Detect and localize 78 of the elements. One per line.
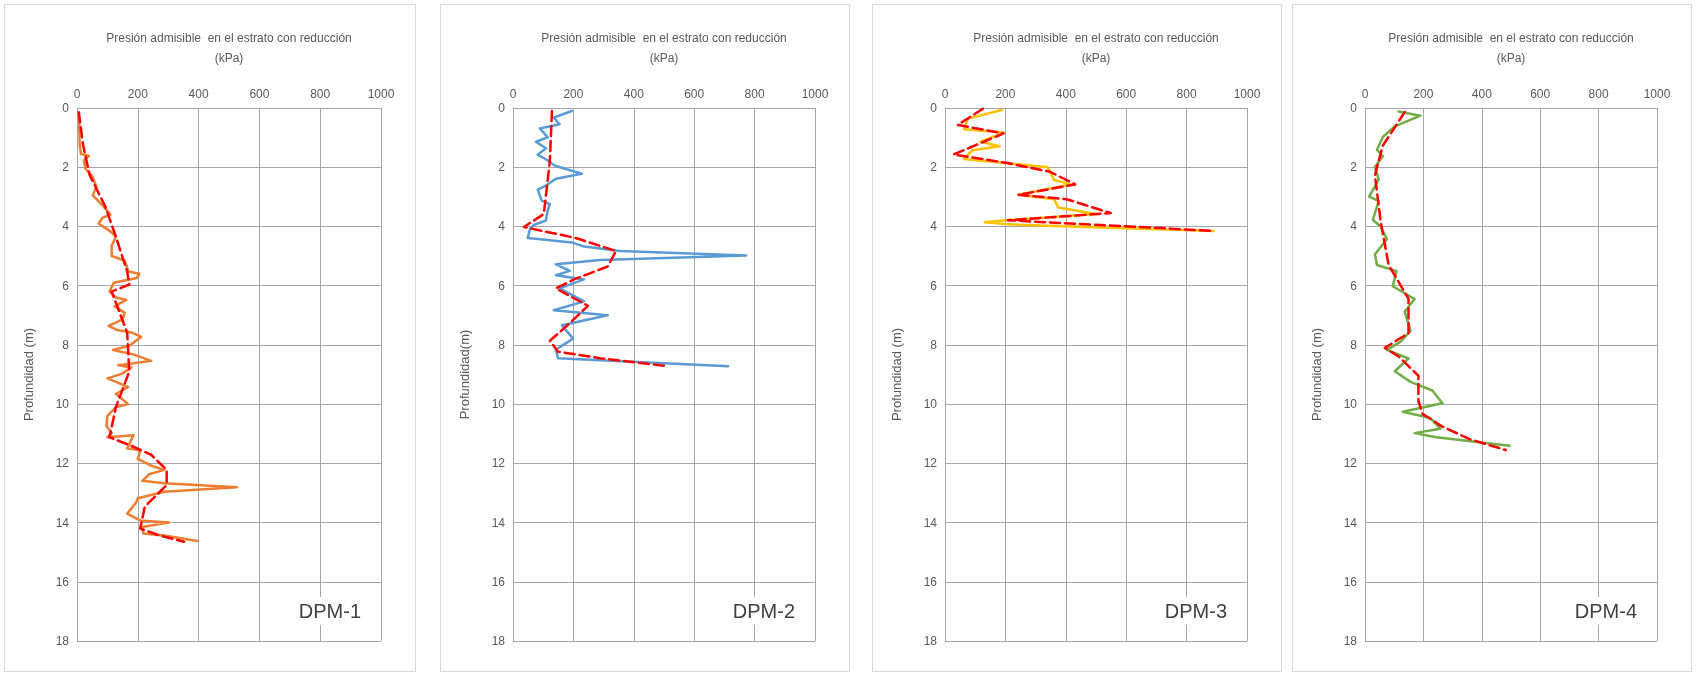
y-tick-label: 4 xyxy=(1350,219,1358,234)
y-tick-label: 4 xyxy=(498,219,506,234)
x-tick-label: 400 xyxy=(623,87,645,101)
y-tick-label: 8 xyxy=(1350,337,1358,352)
y-tick-label: 18 xyxy=(923,634,938,648)
x-tick-label: 400 xyxy=(1055,87,1077,101)
x-tick-label: 1000 xyxy=(1643,87,1671,101)
y-tick-label: 0 xyxy=(62,101,70,115)
y-tick-label: 6 xyxy=(1350,278,1358,293)
x-tick-label: 0 xyxy=(1361,87,1369,101)
x-axis-title: Presión admisible en el estrato con reducción (kPa) xyxy=(1388,31,1634,65)
y-tick-label: 16 xyxy=(923,574,938,589)
y-tick-label: 2 xyxy=(62,160,70,175)
x-tick-label: 400 xyxy=(1471,87,1493,101)
y-tick-label: 16 xyxy=(55,574,70,589)
x-tick-label: 800 xyxy=(744,87,765,101)
y-tick-label: 6 xyxy=(930,278,938,293)
x-tick-label: 600 xyxy=(249,87,270,101)
x-tick-label: 1000 xyxy=(801,87,829,101)
y-tick-label: 2 xyxy=(930,160,938,175)
annotation: DPM-3 xyxy=(1164,600,1228,622)
y-tick-label: 12 xyxy=(491,456,506,471)
x-tick-label: 600 xyxy=(684,87,705,101)
y-tick-label: 0 xyxy=(1350,101,1358,115)
x-tick-label: 1000 xyxy=(1233,87,1261,101)
y-tick-label: 6 xyxy=(498,278,506,293)
y-axis-title: Profundidad (m) xyxy=(21,327,36,422)
x-tick-label: 200 xyxy=(563,87,584,101)
y-tick-label: 4 xyxy=(930,219,938,234)
y-tick-label: 2 xyxy=(1350,160,1358,175)
y-tick-label: 14 xyxy=(923,515,938,530)
y-tick-label: 18 xyxy=(491,634,506,648)
y-tick-label: 16 xyxy=(1343,574,1358,589)
y-tick-label: 10 xyxy=(491,397,506,412)
y-tick-label: 18 xyxy=(1343,634,1358,648)
y-axis-title: Profundidad(m) xyxy=(457,329,472,420)
y-tick-label: 12 xyxy=(1343,456,1358,471)
y-tick-label: 10 xyxy=(923,397,938,412)
y-tick-label: 14 xyxy=(55,515,70,530)
y-tick-label: 10 xyxy=(55,397,70,412)
y-tick-label: 6 xyxy=(62,278,70,293)
x-tick-label: 200 xyxy=(995,87,1016,101)
x-tick-label: 0 xyxy=(509,87,517,101)
y-tick-label: 0 xyxy=(930,101,938,115)
y-tick-label: 4 xyxy=(62,219,70,234)
y-tick-label: 10 xyxy=(1343,397,1358,412)
y-tick-label: 8 xyxy=(930,337,938,352)
x-tick-label: 0 xyxy=(941,87,949,101)
annotation: DPM-2 xyxy=(732,600,796,622)
x-tick-label: 800 xyxy=(1588,87,1609,101)
x-tick-label: 1000 xyxy=(367,87,395,101)
y-axis-title: Profundidad (m) xyxy=(1309,327,1324,422)
y-tick-label: 14 xyxy=(491,515,506,530)
x-tick-label: 800 xyxy=(310,87,331,101)
x-tick-label: 200 xyxy=(127,87,149,101)
y-tick-label: 18 xyxy=(55,634,70,648)
x-tick-label: 600 xyxy=(1530,87,1551,101)
annotation: DPM-4 xyxy=(1574,600,1638,622)
x-axis-title: Presión admisible en el estrato con reducción (kPa) xyxy=(541,31,787,65)
x-axis-title: Presión admisible en el estrato con reducción (kPa) xyxy=(973,31,1219,65)
y-tick-label: 12 xyxy=(923,456,938,471)
x-tick-label: 0 xyxy=(73,87,81,101)
y-tick-label: 0 xyxy=(498,101,506,115)
y-tick-label: 8 xyxy=(498,337,506,352)
y-tick-label: 2 xyxy=(498,160,506,175)
x-axis-title: Presión admisible en el estrato con reducción (kPa) xyxy=(106,31,352,65)
x-tick-label: 200 xyxy=(1413,87,1434,101)
annotation: DPM-1 xyxy=(298,600,362,622)
line-series xyxy=(77,111,186,544)
y-tick-label: 14 xyxy=(1343,515,1358,530)
x-tick-label: 600 xyxy=(1116,87,1137,101)
y-tick-label: 8 xyxy=(62,337,70,352)
y-tick-label: 16 xyxy=(491,574,506,589)
y-axis-title: Profundidad (m) xyxy=(889,327,904,422)
y-tick-label: 12 xyxy=(55,456,70,471)
x-tick-label: 400 xyxy=(188,87,209,101)
line-series xyxy=(526,109,748,368)
x-tick-label: 800 xyxy=(1176,87,1197,101)
